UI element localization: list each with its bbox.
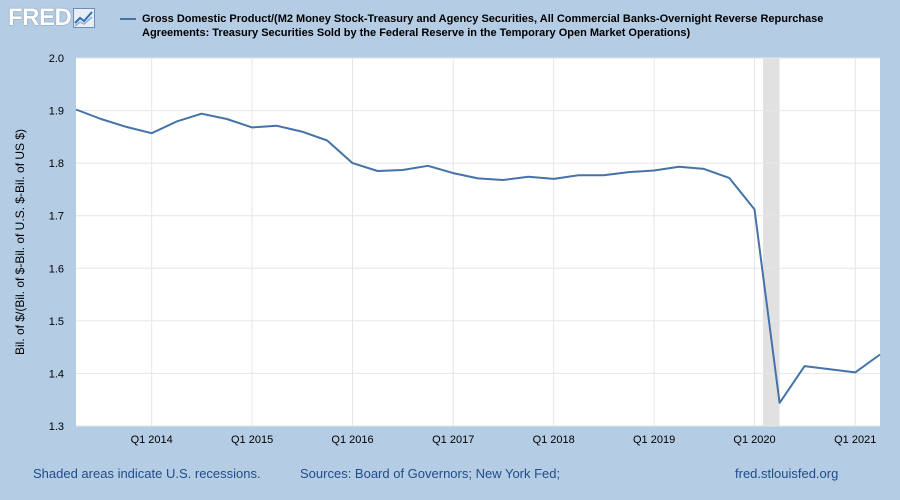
data-point[interactable]: 2013-07-01: 1.884 xyxy=(99,117,103,121)
fred-url-link[interactable]: fred.stlouisfed.org xyxy=(735,466,839,481)
header: FRED Gross Domestic Product/(M2 Money St… xyxy=(0,0,900,56)
data-point[interactable]: 2018-04-01: 1.777 xyxy=(576,173,580,177)
y-tick-label: 1.8 xyxy=(49,158,64,170)
recession-note: Shaded areas indicate U.S. recessions. xyxy=(33,466,261,481)
data-point[interactable]: 2020-10-01: 1.408 xyxy=(828,367,832,371)
y-axis-label: Bil. of $/(Bil. of $-Bil. of U.S. $-Bil.… xyxy=(13,129,27,355)
data-point[interactable]: 2015-04-01: 1.871 xyxy=(275,124,279,128)
x-tick-label: Q1 2016 xyxy=(331,434,373,446)
data-point[interactable]: 2015-01-01: 1.868 xyxy=(250,125,254,129)
fred-logo[interactable]: FRED xyxy=(8,4,96,31)
series-line[interactable] xyxy=(75,108,881,404)
plot-area xyxy=(76,58,880,426)
data-point[interactable]: 2020-01-01: 1.712 xyxy=(753,207,757,211)
y-tick-label: 1.6 xyxy=(49,263,64,275)
x-tick-label: Q1 2018 xyxy=(533,434,575,446)
sources-note: Sources: Board of Governors; New York Fe… xyxy=(300,466,561,481)
data-point[interactable]: 2020-07-01: 1.414 xyxy=(803,364,807,368)
data-point[interactable]: 2017-10-01: 1.774 xyxy=(526,175,530,179)
data-point[interactable]: 2019-10-01: 1.772 xyxy=(727,176,731,180)
data-point[interactable]: 2017-07-01: 1.768 xyxy=(501,178,505,182)
data-point[interactable]: 2015-07-01: 1.86 xyxy=(300,130,304,134)
data-point[interactable]: 2021-01-01: 1.402 xyxy=(853,370,857,374)
data-point[interactable]: 2014-04-01: 1.879 xyxy=(174,120,178,124)
recession-layer xyxy=(763,58,780,426)
data-point[interactable]: 2017-01-01: 1.781 xyxy=(451,171,455,175)
footer: Shaded areas indicate U.S. recessions. S… xyxy=(0,466,900,486)
line-chart: 1.31.41.51.61.71.81.92.0 Q1 2014 Q1 2015 Q… xyxy=(13,53,882,446)
x-axis-ticks: Q1 2014 Q1 2015 Q1 2016 Q1 2017 Q1 2018 Q1 20… xyxy=(131,434,877,446)
data-point[interactable]: 2016-07-01: 1.787 xyxy=(401,168,405,172)
data-point[interactable]: 2021-04-01: 1.436 xyxy=(878,353,882,357)
chart-trend-icon xyxy=(73,8,96,28)
data-point[interactable]: 2018-07-01: 1.777 xyxy=(601,173,605,177)
y-tick-label: 1.9 xyxy=(49,106,64,118)
x-tick-label: Q1 2017 xyxy=(432,434,474,446)
data-point[interactable]: 2019-04-01: 1.793 xyxy=(677,165,681,169)
chart-legend: Gross Domestic Product/(M2 Money Stock-T… xyxy=(120,12,840,40)
data-point[interactable]: 2017-04-01: 1.771 xyxy=(476,176,480,180)
y-axis-ticks: 1.3 1.4 1.5 1.6 1.7 1.8 1.9 2.0 xyxy=(49,53,64,433)
data-point[interactable]: 2014-10-01: 1.884 xyxy=(225,117,229,121)
data-point[interactable]: 2016-01-01: 1.8 xyxy=(351,161,355,165)
x-tick-label: Q1 2020 xyxy=(733,434,775,446)
data-point[interactable]: 2014-01-01: 1.857 xyxy=(150,131,154,135)
data-point[interactable]: 2014-07-01: 1.894 xyxy=(199,112,203,116)
y-tick-label: 1.4 xyxy=(49,368,64,380)
data-point[interactable]: 2016-04-01: 1.785 xyxy=(376,169,380,173)
data-point[interactable]: 2018-10-01: 1.783 xyxy=(627,170,631,174)
legend-swatch xyxy=(120,18,136,20)
x-tick-label: Q1 2015 xyxy=(231,434,273,446)
data-point[interactable]: 2013-10-01: 1.869 xyxy=(124,125,128,129)
x-tick-label: Q1 2021 xyxy=(834,434,876,446)
data-point[interactable]: 2015-10-01: 1.843 xyxy=(325,139,329,143)
y-tick-label: 2.0 xyxy=(49,53,64,65)
data-point[interactable]: 2013-04-01: 1.902 xyxy=(74,108,78,112)
y-tick-label: 1.5 xyxy=(49,316,64,328)
fred-logo-text: FRED xyxy=(8,4,72,31)
legend-label: Gross Domestic Product/(M2 Money Stock-T… xyxy=(142,13,824,39)
y-tick-label: 1.3 xyxy=(49,421,64,433)
grid-layer xyxy=(76,57,880,427)
y-tick-label: 1.7 xyxy=(49,211,64,223)
data-point[interactable]: 2019-01-01: 1.786 xyxy=(652,169,656,173)
data-point[interactable]: 2018-01-01: 1.77 xyxy=(552,177,556,181)
x-tick-label: Q1 2019 xyxy=(633,434,675,446)
data-point[interactable]: 2016-10-01: 1.795 xyxy=(426,164,430,168)
data-point[interactable]: 2020-04-01: 1.344 xyxy=(778,401,782,405)
x-tick-label: Q1 2014 xyxy=(131,434,173,446)
recession-band xyxy=(763,58,780,426)
data-point[interactable]: 2019-07-01: 1.789 xyxy=(702,167,706,171)
